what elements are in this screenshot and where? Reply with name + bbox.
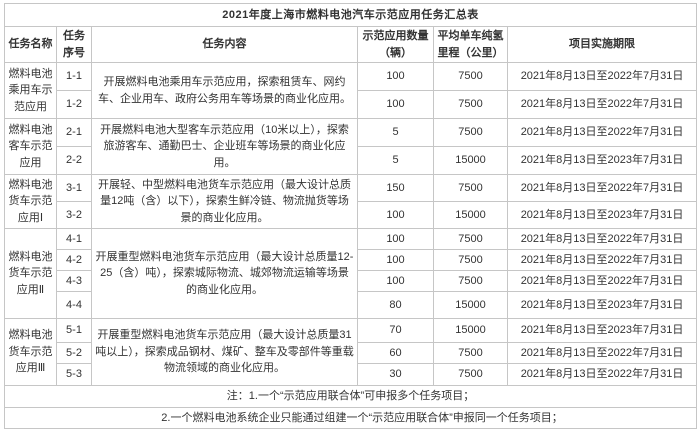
- task-qty: 30: [357, 363, 434, 386]
- task-row: 5-3 30 7500 2021年8月13日至2022年7月31日: [5, 363, 698, 386]
- task-no: 3-1: [56, 174, 92, 202]
- header-task-name: 任务名称: [4, 26, 57, 63]
- group-name: 燃料电池客车示范应用: [4, 118, 57, 175]
- task-mileage: 15000: [433, 291, 508, 319]
- task-no: 5-3: [56, 363, 92, 386]
- task-period: 2021年8月13日至2022年7月31日: [506, 174, 698, 202]
- task-mileage: 7500: [433, 363, 508, 386]
- group-name: 燃料电池货车示范应用Ⅱ: [4, 228, 57, 319]
- task-qty: 60: [357, 342, 434, 364]
- task-qty: 70: [357, 318, 434, 343]
- task-mileage: 7500: [433, 228, 508, 250]
- task-no: 5-2: [56, 342, 92, 364]
- task-row: 2-2 5 15000 2021年8月13日至2023年7月31日: [5, 146, 698, 175]
- task-qty: 100: [357, 201, 434, 229]
- task-no: 2-1: [56, 118, 92, 147]
- header-demo-qty: 示范应用数量（辆）: [357, 26, 434, 63]
- task-no: 1-1: [56, 62, 92, 91]
- task-period: 2021年8月13日至2022年7月31日: [506, 342, 698, 364]
- task-row: 燃料电池货车示范应用Ⅱ 4-1 开展重型燃料电池货车示范应用（最大设计总质量12…: [4, 228, 698, 319]
- task-period: 2021年8月13日至2022年7月31日: [506, 228, 698, 250]
- task-period: 2021年8月13日至2022年7月31日: [506, 363, 698, 386]
- task-row: 燃料电池客车示范应用 2-1 开展燃料电池大型客车示范应用（10米以上），探索旅…: [4, 118, 698, 175]
- group-name: 燃料电池货车示范应用Ⅰ: [4, 174, 57, 229]
- task-no: 5-1: [56, 318, 92, 343]
- task-mileage: 7500: [433, 174, 508, 202]
- header-avg-mileage: 平均单车纯氢里程（公里）: [433, 26, 508, 63]
- task-no: 4-4: [56, 291, 92, 319]
- group-content: 开展燃料电池大型客车示范应用（10米以上），探索旅游客车、通勤巴士、企业班车等场…: [91, 118, 358, 175]
- task-qty: 80: [357, 291, 434, 319]
- task-mileage: 7500: [433, 90, 508, 119]
- group-name: 燃料电池乘用车示范应用: [4, 62, 57, 119]
- task-qty: 100: [357, 270, 434, 292]
- task-qty: 5: [357, 146, 434, 175]
- note-row: 2.一个燃料电池系统企业只能通过组建一个“示范应用联合体”申报同一个任务项目；: [3, 407, 698, 429]
- task-mileage: 7500: [433, 118, 508, 147]
- task-mileage: 15000: [433, 201, 508, 229]
- task-row: 4-4 80 15000 2021年8月13日至2023年7月31日: [5, 291, 698, 319]
- task-mileage: 7500: [433, 249, 508, 271]
- task-qty: 100: [357, 228, 434, 250]
- task-no: 2-2: [56, 146, 92, 175]
- task-period: 2021年8月13日至2023年7月31日: [506, 291, 698, 319]
- group-name: 燃料电池货车示范应用Ⅲ: [4, 318, 57, 386]
- task-no: 4-2: [56, 249, 92, 271]
- task-mileage: 7500: [433, 62, 508, 91]
- task-qty: 100: [357, 62, 434, 91]
- task-qty: 100: [357, 90, 434, 119]
- task-no: 4-3: [56, 270, 92, 292]
- task-no: 3-2: [56, 201, 92, 229]
- task-period: 2021年8月13日至2023年7月31日: [506, 201, 698, 229]
- task-period: 2021年8月13日至2023年7月31日: [506, 318, 698, 343]
- group-content: 开展轻、中型燃料电池货车示范应用（最大设计总质量12吨（含）以下），探索生鲜冷链…: [91, 174, 358, 229]
- note-2: 2.一个燃料电池系统企业只能通过组建一个“示范应用联合体”申报同一个任务项目；: [3, 407, 698, 429]
- task-period: 2021年8月13日至2023年7月31日: [506, 146, 698, 175]
- table-title: 2021年度上海市燃料电池汽车示范应用任务汇总表: [3, 3, 698, 27]
- task-row: 3-2 100 15000 2021年8月13日至2023年7月31日: [5, 201, 698, 229]
- task-row: 燃料电池货车示范应用Ⅲ 5-1 开展重型燃料电池货车示范应用（最大设计总质量31…: [4, 318, 698, 386]
- note-row: 注：1.一个“示范应用联合体”可申报多个任务项目；: [3, 385, 698, 408]
- task-period: 2021年8月13日至2022年7月31日: [506, 90, 698, 119]
- task-mileage: 15000: [433, 146, 508, 175]
- task-qty: 150: [357, 174, 434, 202]
- group-content: 开展燃料电池乘用车示范应用，探索租赁车、网约车、企业用车、政府公务用车等场景的商…: [91, 62, 358, 119]
- header-task-no: 任务序号: [56, 26, 92, 63]
- header-task-content: 任务内容: [91, 26, 358, 63]
- task-period: 2021年8月13日至2022年7月31日: [506, 118, 698, 147]
- header-period: 项目实施期限: [506, 26, 698, 63]
- task-mileage: 15000: [433, 318, 508, 343]
- title-row: 2021年度上海市燃料电池汽车示范应用任务汇总表: [3, 3, 698, 27]
- task-row: 1-2 100 7500 2021年8月13日至2022年7月31日: [5, 90, 698, 119]
- header-row: 任务名称 任务序号 任务内容 示范应用数量（辆） 平均单车纯氢里程（公里） 项目…: [4, 26, 698, 63]
- task-period: 2021年8月13日至2022年7月31日: [506, 62, 698, 91]
- task-period: 2021年8月13日至2022年7月31日: [506, 249, 698, 271]
- task-qty: 100: [357, 249, 434, 271]
- task-row: 燃料电池乘用车示范应用 1-1 开展燃料电池乘用车示范应用，探索租赁车、网约车、…: [4, 62, 698, 119]
- task-row: 4-2 100 7500 2021年8月13日至2022年7月31日: [5, 249, 698, 271]
- task-no: 4-1: [56, 228, 92, 250]
- group-content: 开展重型燃料电池货车示范应用（最大设计总质量31吨以上），探索成品钢材、煤矿、整…: [91, 318, 358, 386]
- task-qty: 5: [357, 118, 434, 147]
- task-mileage: 7500: [433, 342, 508, 364]
- summary-table: 2021年度上海市燃料电池汽车示范应用任务汇总表 任务名称 任务序号 任务内容 …: [3, 3, 698, 429]
- group-content: 开展重型燃料电池货车示范应用（最大设计总质量12-25（含）吨），探索城际物流、…: [91, 228, 358, 319]
- task-period: 2021年8月13日至2022年7月31日: [506, 270, 698, 292]
- task-row: 燃料电池货车示范应用Ⅰ 3-1 开展轻、中型燃料电池货车示范应用（最大设计总质量…: [4, 174, 698, 229]
- task-no: 1-2: [56, 90, 92, 119]
- task-mileage: 7500: [433, 270, 508, 292]
- note-1: 注：1.一个“示范应用联合体”可申报多个任务项目；: [3, 385, 698, 408]
